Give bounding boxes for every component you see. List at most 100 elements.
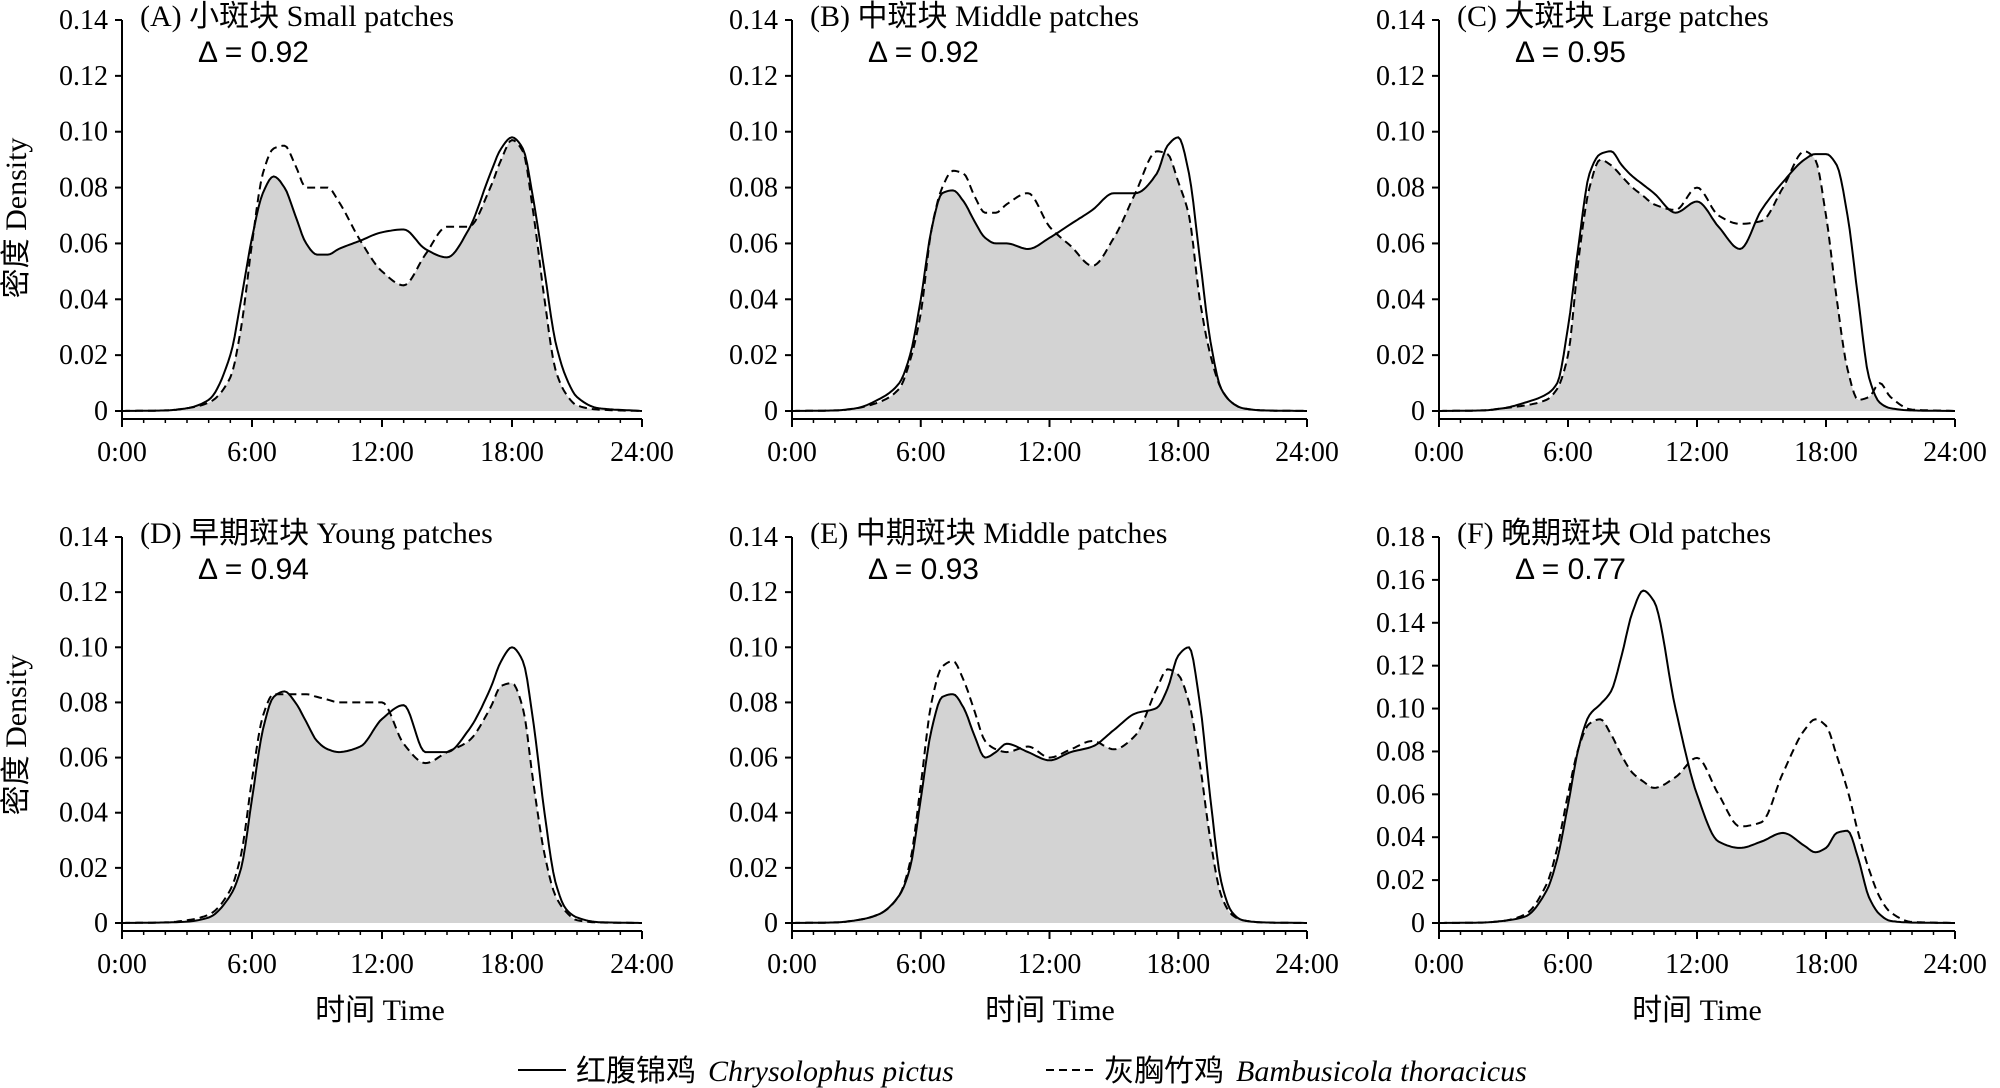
y-tick-label: 0 xyxy=(94,908,108,939)
y-tick-label: 0.12 xyxy=(1376,651,1425,682)
series-line-chrysolophus xyxy=(1439,589,1955,924)
x-tick-label: 24:00 xyxy=(1275,437,1339,468)
y-axis-title: 密度 Density xyxy=(0,138,33,299)
overlap-coefficient: Δ = 0.92 xyxy=(868,36,979,69)
series-line-chrysolophus xyxy=(1439,150,1955,412)
y-tick-label: 0.02 xyxy=(729,853,778,884)
x-axis-title: 时间 Time xyxy=(985,994,1115,1027)
y-tick-label: 0.10 xyxy=(59,632,108,663)
overlap-area xyxy=(792,153,1307,411)
x-tick-label: 18:00 xyxy=(1794,437,1858,468)
x-tick-label: 0:00 xyxy=(1414,437,1464,468)
x-tick-label: 12:00 xyxy=(350,949,414,980)
overlap-coefficient: Δ = 0.92 xyxy=(198,36,309,69)
overlap-coefficient: Δ = 0.93 xyxy=(868,553,979,586)
y-tick-label: 0.08 xyxy=(59,687,108,718)
overlap-area xyxy=(122,140,642,411)
x-tick-label: 12:00 xyxy=(1665,949,1729,980)
y-tick-label: 0.14 xyxy=(729,522,778,553)
x-tick-label: 12:00 xyxy=(1018,949,1082,980)
y-tick-label: 0.10 xyxy=(729,632,778,663)
y-tick-label: 0.08 xyxy=(729,687,778,718)
legend-label-solid: 红腹锦鸡 Chrysolophus pictus xyxy=(576,1055,954,1088)
panel-title: (B) 中斑块 Middle patches xyxy=(810,0,1139,33)
y-tick-label: 0.10 xyxy=(729,117,778,148)
x-axis-title: 时间 Time xyxy=(315,994,445,1027)
x-tick-label: 0:00 xyxy=(1414,949,1464,980)
series-line-chrysolophus xyxy=(122,136,643,412)
panel-f: 0 0.02 0.04 0.06 0.08 0.10 0.12 0.14 0.16 0.18 0:0… xyxy=(1376,517,1987,980)
x-tick-label: 6:00 xyxy=(227,437,277,468)
x-tick-label: 6:00 xyxy=(896,949,946,980)
x-tick-label: 12:00 xyxy=(350,437,414,468)
x-tick-label: 6:00 xyxy=(896,437,946,468)
y-tick-label: 0.14 xyxy=(1376,5,1425,36)
y-tick-label: 0.02 xyxy=(1376,340,1425,371)
y-tick-label: 0.18 xyxy=(1376,522,1425,553)
overlap-area xyxy=(1439,719,1955,923)
y-tick-label: 0 xyxy=(764,396,778,427)
series-line-bambusicola xyxy=(122,682,642,924)
y-tick-label: 0.02 xyxy=(59,340,108,371)
y-axis-title: 密度 Density xyxy=(0,655,33,816)
x-tick-label: 0:00 xyxy=(97,437,147,468)
overlap-coefficient: Δ = 0.77 xyxy=(1515,553,1626,586)
series-line-chrysolophus xyxy=(792,136,1307,412)
overlap-coefficient: Δ = 0.95 xyxy=(1515,36,1626,69)
x-tick-label: 18:00 xyxy=(1794,949,1858,980)
series-line-bambusicola xyxy=(1439,150,1956,412)
panel-e: 0 0.02 0.04 0.06 0.08 0.10 0.12 0.14 0:00 6:00 12:… xyxy=(729,517,1339,980)
y-tick-label: 0.12 xyxy=(1376,61,1425,92)
x-tick-label: 12:00 xyxy=(1665,437,1729,468)
y-tick-label: 0 xyxy=(764,908,778,939)
x-tick-label: 6:00 xyxy=(227,949,277,980)
y-tick-label: 0.04 xyxy=(1376,284,1425,315)
y-tick-label: 0 xyxy=(1411,396,1425,427)
overlap-area xyxy=(1439,155,1955,411)
x-tick-label: 0:00 xyxy=(767,437,817,468)
x-tick-label: 24:00 xyxy=(1923,949,1987,980)
panel-title: (E) 中期斑块 Middle patches xyxy=(810,517,1167,550)
x-tick-label: 0:00 xyxy=(767,949,817,980)
x-tick-label: 18:00 xyxy=(480,437,544,468)
x-tick-label: 18:00 xyxy=(480,949,544,980)
y-tick-label: 0.12 xyxy=(59,577,108,608)
x-tick-label: 24:00 xyxy=(1275,949,1339,980)
panel-d: 0 0.02 0.04 0.06 0.08 0.10 0.12 0.14 0:00 6:00 12:… xyxy=(59,517,674,980)
y-tick-label: 0.04 xyxy=(729,798,778,829)
y-tick-label: 0.06 xyxy=(1376,228,1425,259)
series-line-chrysolophus xyxy=(122,646,642,924)
y-tick-label: 0.10 xyxy=(59,117,108,148)
panel-title: (F) 晚期斑块 Old patches xyxy=(1457,517,1771,550)
overlap-area xyxy=(792,671,1307,923)
panel-title: (C) 大斑块 Large patches xyxy=(1457,0,1769,33)
panel-title: (D) 早期斑块 Young patches xyxy=(140,517,493,550)
y-tick-label: 0.04 xyxy=(59,798,108,829)
overlap-area xyxy=(122,683,642,923)
x-tick-label: 18:00 xyxy=(1146,949,1210,980)
y-tick-label: 0.06 xyxy=(1376,779,1425,810)
y-tick-label: 0.14 xyxy=(1376,608,1425,639)
y-tick-label: 0.14 xyxy=(59,522,108,553)
y-tick-label: 0.02 xyxy=(59,853,108,884)
x-tick-label: 24:00 xyxy=(1923,437,1987,468)
panel-c: 0 0.02 0.04 0.06 0.08 0.10 0.12 0.14 0:00 6:00 12:… xyxy=(1376,0,1987,468)
y-tick-label: 0.06 xyxy=(729,228,778,259)
y-tick-label: 0.04 xyxy=(729,284,778,315)
series-line-bambusicola xyxy=(792,150,1307,412)
y-tick-label: 0.12 xyxy=(729,61,778,92)
y-tick-label: 0.06 xyxy=(59,743,108,774)
y-tick-label: 0.14 xyxy=(729,5,778,36)
legend-label-dashed: 灰胸竹鸡 Bambusicola thoracicus xyxy=(1104,1055,1527,1088)
x-tick-label: 12:00 xyxy=(1018,437,1082,468)
x-tick-label: 18:00 xyxy=(1146,437,1210,468)
x-tick-label: 6:00 xyxy=(1543,437,1593,468)
x-tick-label: 24:00 xyxy=(610,437,674,468)
panel-a: 0 0.02 0.04 0.06 0.08 0.10 0.12 0.14 0:00 6:00 12:… xyxy=(59,0,674,468)
y-tick-label: 0 xyxy=(1411,908,1425,939)
y-tick-label: 0.02 xyxy=(1376,865,1425,896)
y-tick-label: 0 xyxy=(94,396,108,427)
series-line-bambusicola xyxy=(792,660,1307,924)
legend: 红腹锦鸡 Chrysolophus pictus 灰胸竹鸡 Bambusicola … xyxy=(518,1055,1527,1088)
